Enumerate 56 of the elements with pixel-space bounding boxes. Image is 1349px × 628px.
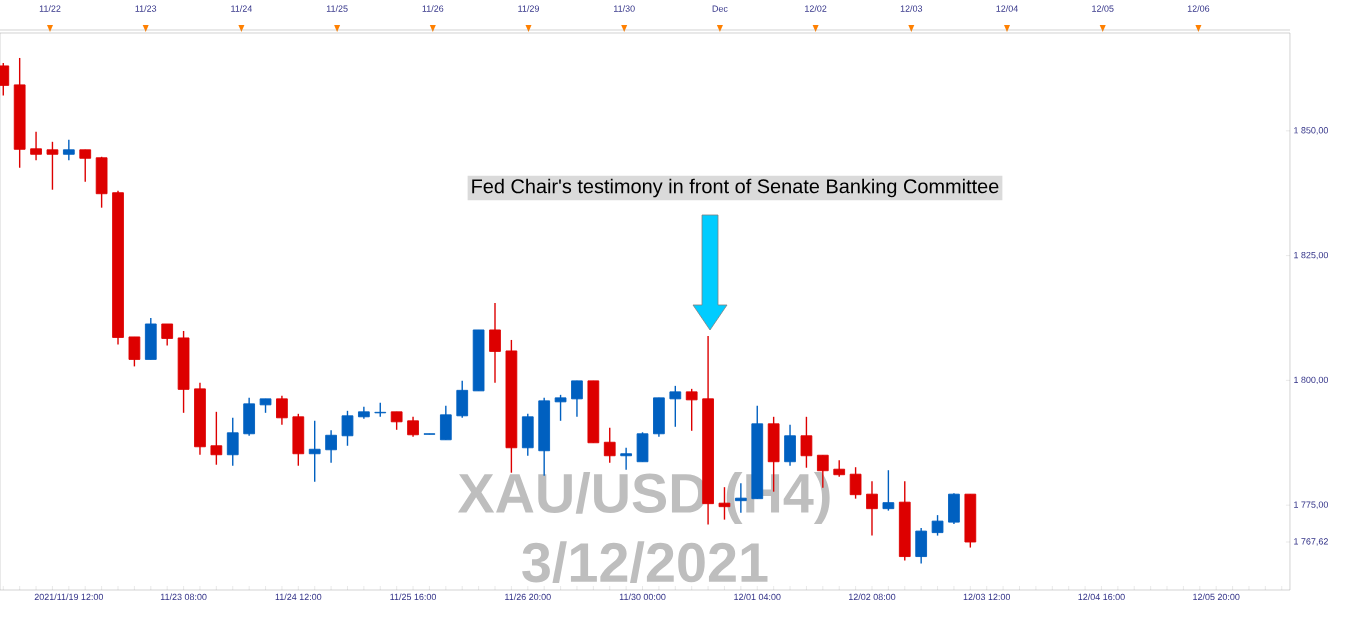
x-tick-label: 11/30 00:00 [619, 593, 666, 601]
candlestick [226, 417, 239, 467]
y-tick-label: 1 775,00 [1294, 501, 1329, 509]
candlestick [341, 410, 354, 447]
x-tick-label: 12/01 04:00 [734, 593, 781, 601]
candlestick [128, 336, 141, 368]
y-tick-label: 1 850,00 [1294, 127, 1329, 135]
candlestick [669, 385, 682, 428]
y-tick-label: 1 767,62 [1294, 538, 1328, 546]
text: 11/26 [422, 5, 444, 12]
text: 12/05 [1092, 5, 1114, 12]
x-tick-label: 12/03 12:00 [963, 593, 1011, 601]
candlestick [603, 427, 616, 464]
candlestick [866, 480, 878, 537]
candlestick [685, 388, 698, 432]
text: 11/22 [39, 5, 61, 12]
text: 3/12/2021 [522, 541, 768, 583]
text: 12/06 [1187, 5, 1210, 12]
candlestick [849, 466, 862, 500]
text: 12/03 [900, 5, 923, 12]
text: 12/02 [805, 5, 827, 12]
candlestick [46, 141, 59, 191]
candlestick [489, 302, 501, 384]
candlestick [210, 411, 223, 466]
candlestick [79, 149, 92, 183]
candlestick [554, 394, 567, 422]
text: 11/23 [135, 5, 157, 12]
x-tick-label: 12/02 08:00 [848, 593, 896, 601]
annotation: Fed Chair's testimony in front of Senate Banking Committee [472, 178, 999, 198]
x-tick-label: 12/05 20:00 [1193, 593, 1240, 601]
candlestick [308, 420, 321, 483]
text: 11/30 [614, 5, 635, 12]
candlestick [407, 416, 419, 438]
candlestick [276, 395, 288, 426]
x-tick-label: 11/24 12:00 [275, 593, 322, 601]
x-tick-label: 12/04 16:00 [1078, 593, 1125, 601]
candlestick [30, 131, 42, 161]
text: 11/25 [326, 5, 348, 12]
x-tick-label: 11/23 08:00 [160, 593, 207, 601]
candlestick [571, 380, 583, 418]
text: 11/29 [518, 5, 539, 12]
y-tick-label: 1 800,00 [1294, 376, 1329, 385]
candlestick [161, 323, 174, 347]
x-tick-label: 11/26 20:00 [505, 593, 551, 601]
candlestick [620, 447, 632, 471]
x-tick-label: 11/25 16:00 [390, 593, 437, 601]
y-tick-label: 1 825,00 [1294, 251, 1329, 260]
text: Dec [712, 5, 728, 12]
candlestick [62, 139, 75, 161]
candlestick [325, 429, 337, 464]
text: 11/24 [231, 5, 253, 12]
candlestick [800, 416, 813, 469]
candlestick [882, 469, 895, 512]
text: 12/04 [996, 5, 1018, 12]
x-tick-label: 2021/11/19 12:00 [34, 593, 104, 601]
candlestick [931, 514, 944, 537]
